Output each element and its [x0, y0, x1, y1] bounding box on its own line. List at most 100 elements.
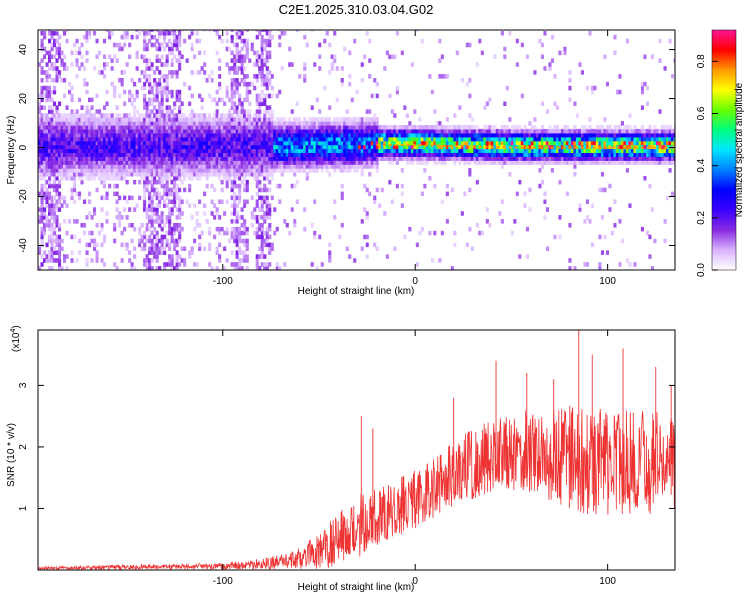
heatmap-cell: [90, 105, 94, 110]
heatmap-cell: [175, 121, 179, 126]
heatmap-cell: [313, 160, 317, 165]
heatmap-cell: [333, 160, 337, 165]
heatmap-cell: [335, 152, 339, 157]
heatmap-cell: [53, 238, 57, 244]
heatmap-cell: [485, 125, 489, 130]
heatmap-cell: [465, 136, 469, 142]
heatmap-cell: [483, 128, 487, 134]
heatmap-cell: [218, 132, 222, 138]
heatmap-cell: [628, 113, 632, 118]
heatmap-cell: [395, 125, 399, 130]
heatmap-cell: [400, 203, 404, 208]
heatmap-cell: [100, 113, 104, 118]
heatmap-cell: [73, 160, 77, 165]
heatmap-cell: [243, 242, 247, 248]
heatmap-cell: [245, 172, 249, 177]
heatmap-cell: [180, 140, 184, 146]
heatmap-cell: [225, 199, 229, 205]
heatmap-cell: [150, 183, 154, 189]
heatmap-cell: [103, 117, 107, 122]
heatmap-cell: [378, 148, 382, 154]
heatmap-cell: [100, 70, 104, 75]
heatmap-cell: [598, 234, 602, 240]
heatmap-cell: [160, 113, 164, 118]
heatmap-cell: [60, 62, 64, 67]
heatmap-cell: [195, 176, 199, 181]
heatmap-cell: [135, 160, 139, 165]
heatmap-cell: [255, 121, 259, 126]
heatmap-cell: [98, 117, 102, 122]
heatmap-cell: [170, 58, 174, 63]
heatmap-cell: [325, 117, 329, 122]
heatmap-cell: [405, 144, 409, 150]
heatmap-cell: [658, 152, 662, 157]
heatmap-cell: [605, 81, 609, 87]
heatmap-cell: [245, 246, 249, 252]
heatmap-cell: [93, 144, 97, 150]
heatmap-cell: [150, 238, 154, 244]
heatmap-cell: [558, 128, 562, 134]
heatmap-cell: [180, 136, 184, 142]
heatmap-cell: [178, 144, 182, 150]
heatmap-cell: [383, 132, 387, 138]
heatmap-cell: [173, 152, 177, 157]
heatmap-cell: [390, 128, 394, 134]
heatmap-cell: [215, 128, 219, 134]
heatmap-cell: [423, 168, 427, 173]
heatmap-cell: [625, 168, 629, 173]
heatmap-cell: [293, 160, 297, 165]
heatmap-cell: [175, 250, 179, 255]
heatmap-cell: [333, 132, 337, 138]
heatmap-cell: [38, 117, 42, 122]
heatmap-cell: [165, 85, 169, 91]
heatmap-cell: [115, 156, 119, 161]
heatmap-cell: [305, 125, 309, 130]
heatmap-cell: [120, 117, 124, 122]
heatmap-cell: [178, 199, 182, 205]
heatmap-cell: [58, 74, 62, 79]
heatmap-cell: [460, 136, 464, 142]
heatmap-cell: [540, 140, 544, 146]
heatmap-cell: [225, 89, 229, 95]
heatmap-cell: [43, 117, 47, 122]
heatmap-cell: [185, 168, 189, 173]
heatmap-cell: [220, 136, 224, 142]
heatmap-cell: [605, 132, 609, 138]
heatmap-cell: [220, 97, 224, 103]
heatmap-cell: [88, 152, 92, 157]
heatmap-cell: [143, 117, 147, 122]
heatmap-cell: [360, 156, 364, 161]
heatmap-cell: [135, 54, 139, 60]
heatmap-cell: [170, 132, 174, 138]
heatmap-cell: [333, 199, 337, 205]
heatmap-cell: [173, 199, 177, 205]
heatmap-cell: [418, 152, 422, 157]
heatmap-cell: [48, 74, 52, 79]
heatmap-cell: [90, 125, 94, 130]
heatmap-cell: [160, 128, 164, 134]
heatmap-cell: [130, 140, 134, 146]
heatmap-cell: [120, 140, 124, 146]
heatmap-cell: [108, 140, 112, 146]
heatmap-cell: [263, 140, 267, 146]
heatmap-cell: [368, 121, 372, 126]
heatmap-cell: [335, 97, 339, 103]
heatmap-cell: [145, 183, 149, 189]
heatmap-cell: [153, 128, 157, 134]
heatmap-cell: [235, 30, 239, 32]
heatmap-cell: [113, 140, 117, 146]
heatmap-cell: [453, 230, 457, 236]
heatmap-cell: [130, 136, 134, 142]
heatmap-cell: [175, 132, 179, 138]
heatmap-cell: [480, 152, 484, 157]
heatmap-cell: [100, 156, 104, 161]
heatmap-cell: [303, 160, 307, 165]
heatmap-cell: [215, 164, 219, 169]
heatmap-cell: [623, 156, 627, 161]
heatmap-cell: [193, 117, 197, 122]
heatmap-cell: [275, 117, 279, 122]
heatmap-cell: [150, 136, 154, 142]
heatmap-cell: [95, 258, 99, 263]
heatmap-cell: [40, 215, 44, 220]
heatmap-cell: [143, 148, 147, 154]
